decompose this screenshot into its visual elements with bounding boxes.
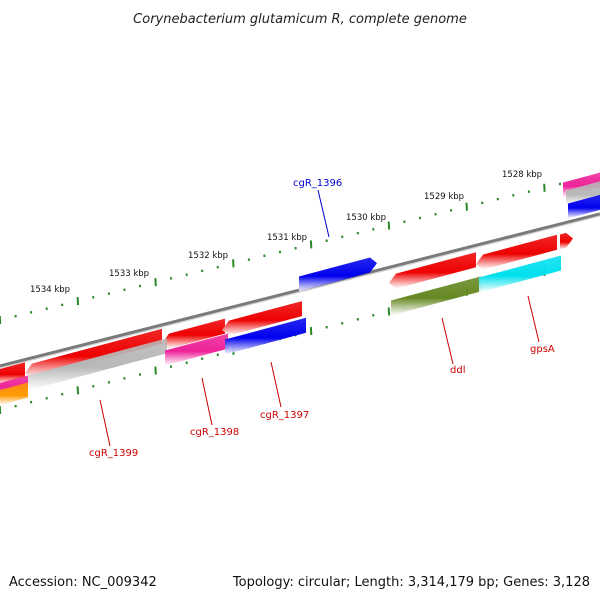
outer-tick — [185, 273, 188, 276]
outer-tick — [216, 265, 219, 269]
leader-cgR_1397 — [270, 361, 282, 408]
gene-red-3[interactable] — [222, 301, 302, 336]
inner-tick — [14, 404, 17, 408]
outer-tick — [372, 228, 375, 231]
outer-tick — [247, 258, 250, 261]
outer-tick — [512, 194, 515, 197]
inner-tick — [201, 357, 204, 360]
inner-tick — [92, 385, 95, 388]
gene-cgR_1396[interactable] — [299, 257, 377, 292]
gene-top-right-red[interactable] — [560, 232, 573, 250]
inner-tick — [356, 318, 359, 321]
tick-label-1534: 1534 kbp — [30, 285, 70, 295]
tick-label-1528: 1528 kbp — [502, 170, 542, 180]
inner-tick — [123, 377, 126, 380]
outer-tick — [309, 240, 313, 249]
gene-gpsA[interactable] — [479, 255, 561, 293]
outer-tick — [481, 201, 484, 205]
tick-ring — [0, 182, 562, 415]
tick-label-1532: 1532 kbp — [188, 251, 228, 261]
leader-ddl — [441, 317, 454, 365]
gene-label-cgR_1398: cgR_1398 — [190, 427, 239, 438]
outer-tick — [170, 277, 173, 280]
inner-tick — [76, 386, 80, 395]
leader-cgR_1396 — [317, 189, 330, 238]
outer-tick — [465, 202, 468, 211]
outer-tick — [278, 250, 282, 254]
inner-tick — [309, 327, 313, 336]
gene-red-5[interactable] — [476, 234, 557, 270]
outer-tick — [450, 209, 453, 212]
gene-label-cgR_1396: cgR_1396 — [293, 178, 342, 189]
outer-tick — [107, 292, 110, 295]
outer-tick — [403, 220, 406, 224]
inner-tick — [185, 361, 188, 364]
outer-tick — [387, 221, 391, 230]
outer-tick — [325, 239, 328, 242]
gene-cgR_1399-upstream[interactable] — [25, 328, 162, 379]
inner-tick — [372, 314, 375, 317]
outer-tick — [527, 190, 530, 193]
inner-tick — [138, 373, 142, 376]
inner-tick — [216, 353, 219, 357]
outer-tick — [496, 197, 499, 201]
map-title: Corynebacterium glutamicum R, complete g… — [133, 12, 467, 27]
gene-cgR_1399[interactable] — [28, 338, 167, 391]
gene-label-gpsA: gpsA — [530, 344, 555, 355]
inner-tick — [387, 307, 391, 316]
outer-tick — [0, 315, 2, 325]
tick-label-1530: 1530 kbp — [346, 213, 386, 223]
inner-tick — [341, 321, 344, 325]
outer-tick — [543, 183, 546, 192]
genome-summary-text: Topology: circular; Length: 3,314,179 bp… — [232, 575, 590, 590]
outer-tick — [138, 284, 142, 288]
outer-tick — [558, 182, 562, 186]
gene-cgR_1397[interactable] — [225, 317, 306, 355]
leader-cgR_1398 — [201, 377, 213, 426]
outer-tick — [30, 311, 33, 314]
outer-tick — [14, 314, 17, 318]
leader-gpsA — [527, 295, 540, 343]
inner-tick — [45, 396, 48, 400]
gene-top-right-gray[interactable] — [566, 181, 600, 206]
outer-tick — [341, 235, 344, 239]
tick-label-1529: 1529 kbp — [424, 192, 464, 202]
gene-features — [0, 172, 600, 406]
gene-label-ddl: ddl — [450, 365, 465, 376]
backbone-highlight — [0, 215, 600, 369]
outer-tick — [418, 216, 422, 220]
gene-left-orange[interactable] — [0, 382, 28, 406]
inner-tick — [325, 325, 328, 329]
leader-cgR_1399 — [99, 399, 111, 447]
outer-tick — [356, 231, 359, 235]
inner-tick — [107, 381, 110, 384]
outer-tick — [294, 246, 297, 250]
outer-tick — [76, 297, 80, 306]
outer-tick — [154, 278, 157, 287]
gene-cgR_1398[interactable] — [165, 333, 228, 366]
outer-tick — [92, 296, 95, 299]
outer-tick — [45, 307, 48, 310]
gene-ddl[interactable] — [391, 276, 481, 316]
inner-tick — [61, 392, 64, 396]
gene-label-cgR_1399: cgR_1399 — [89, 448, 138, 459]
inner-tick — [0, 405, 2, 415]
outer-tick — [434, 212, 437, 216]
inner-tick — [30, 400, 33, 404]
outer-tick — [123, 288, 126, 292]
gene-red-2[interactable] — [162, 318, 225, 349]
inner-tick — [170, 365, 173, 368]
outer-tick — [263, 254, 266, 258]
outer-tick — [201, 269, 204, 273]
gene-ddl-upstream[interactable] — [389, 252, 476, 289]
gene-label-cgR_1397: cgR_1397 — [260, 410, 309, 421]
gene-top-right-blue[interactable] — [568, 194, 600, 219]
tick-label-1533: 1533 kbp — [109, 269, 149, 279]
tick-label-1531: 1531 kbp — [267, 233, 307, 243]
outer-tick — [232, 259, 235, 268]
outer-tick — [61, 303, 64, 307]
accession-text: Accession: NC_009342 — [9, 575, 157, 590]
inner-tick — [154, 366, 157, 375]
